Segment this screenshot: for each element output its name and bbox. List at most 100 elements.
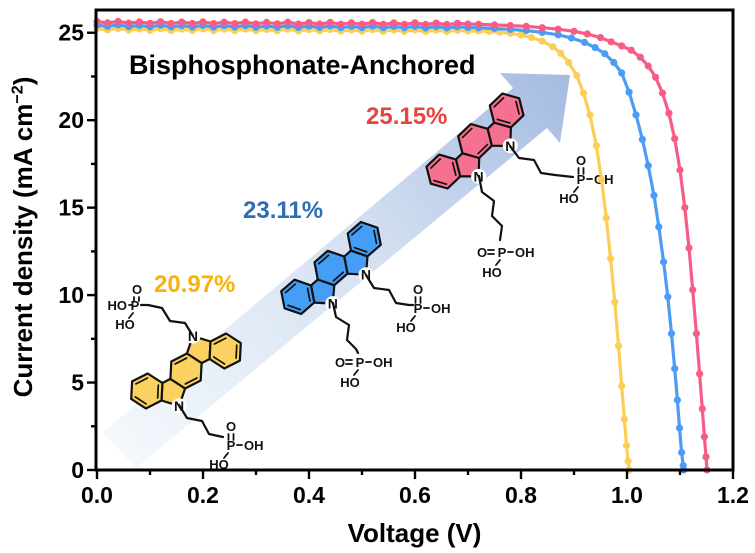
- aromatic-bond: [156, 384, 160, 399]
- data-point: [570, 27, 578, 35]
- atom-label: P: [498, 245, 507, 260]
- atom-label: P: [577, 172, 586, 187]
- x-tick-label: 1.2: [717, 482, 749, 508]
- data-point: [379, 20, 387, 28]
- atom-label: HO: [396, 320, 416, 335]
- atom-label: OH: [373, 355, 393, 370]
- data-point: [624, 457, 632, 465]
- atom-label: O: [413, 282, 423, 297]
- bond: [410, 315, 416, 322]
- data-point: [316, 20, 324, 28]
- data-point: [678, 448, 686, 457]
- data-point: [231, 20, 239, 28]
- data-point: [210, 20, 218, 28]
- data-point: [655, 223, 663, 231]
- atom-label: P: [131, 298, 140, 313]
- data-point: [538, 37, 546, 45]
- y-tick-label: 15: [58, 195, 84, 221]
- data-point: [114, 17, 122, 25]
- data-point: [681, 204, 689, 212]
- atom-label: OH: [431, 301, 451, 316]
- data-point: [671, 135, 679, 143]
- aromatic-bond: [351, 225, 363, 236]
- data-point: [579, 89, 588, 97]
- bond: [495, 259, 501, 266]
- aromatic-bond: [373, 229, 378, 245]
- data-point: [614, 342, 623, 350]
- aromatic-bond: [213, 337, 227, 345]
- atom-label: HO: [209, 457, 229, 472]
- y-tick-label: 5: [71, 370, 84, 396]
- atom-label: P: [414, 301, 423, 316]
- data-point: [636, 53, 644, 61]
- y-tick-label: 25: [58, 20, 84, 46]
- data-point: [596, 34, 605, 42]
- data-point: [667, 330, 676, 338]
- alkyl-chain: [331, 301, 360, 355]
- aromatic-bond: [317, 254, 330, 265]
- aromatic-bond: [287, 304, 302, 311]
- aromatic-bond: [461, 127, 473, 139]
- data-point: [146, 19, 154, 27]
- phosphonic-acid-group: OP OH HO: [396, 282, 450, 335]
- data-point: [305, 19, 313, 27]
- data-point: [178, 18, 186, 26]
- x-tick-label: 0.4: [293, 482, 325, 508]
- data-point: [490, 21, 499, 29]
- data-point: [538, 24, 546, 32]
- aromatic-bond: [477, 143, 489, 155]
- data-point: [581, 38, 589, 47]
- data-point: [620, 415, 629, 423]
- data-point: [528, 33, 536, 42]
- alkyl-chain: [139, 303, 195, 338]
- data-point: [660, 258, 668, 266]
- data-point: [618, 69, 626, 77]
- data-point: [432, 19, 440, 27]
- data-point: [607, 38, 615, 46]
- data-point: [273, 20, 281, 28]
- data-point: [284, 18, 292, 26]
- y-axis-title-text: Current density (mA cm: [8, 103, 38, 398]
- data-point: [601, 50, 609, 58]
- y-tick-label: 10: [58, 282, 84, 308]
- data-point: [422, 20, 430, 29]
- data-point: [554, 25, 562, 33]
- data-point: [692, 330, 701, 338]
- data-point: [135, 18, 143, 26]
- aromatic-bond: [135, 377, 149, 385]
- data-point: [583, 30, 591, 38]
- aromatic-bond: [515, 100, 520, 115]
- atom-label: O: [576, 153, 586, 168]
- data-point: [607, 254, 615, 262]
- data-point: [573, 72, 581, 80]
- data-point: [689, 286, 697, 294]
- bond: [353, 369, 359, 376]
- data-point: [517, 31, 525, 39]
- data-point: [199, 18, 207, 26]
- aromatic-bond: [184, 377, 198, 385]
- phosphonic-acid-group: OP OH HO: [209, 419, 263, 472]
- atom-label: O: [226, 419, 236, 434]
- axes: 0.0 0.2 0.4 0.6 0.8 1.0 1.2 0 5 10 15 20 25: [58, 8, 749, 508]
- data-point: [591, 44, 599, 52]
- aromatic-bond: [451, 161, 457, 176]
- x-tick-label: 0.8: [505, 482, 537, 508]
- data-point: [685, 244, 693, 252]
- x-tick-label: 0.6: [399, 482, 431, 508]
- aromatic-bond: [430, 158, 442, 169]
- atom-label: P: [227, 438, 236, 453]
- atom-label: OH: [515, 245, 535, 260]
- bond: [223, 452, 229, 459]
- data-point: [337, 20, 345, 28]
- data-point: [638, 135, 647, 143]
- data-point: [475, 20, 483, 28]
- data-point: [598, 176, 606, 184]
- data-point: [702, 453, 710, 461]
- data-point: [188, 19, 196, 28]
